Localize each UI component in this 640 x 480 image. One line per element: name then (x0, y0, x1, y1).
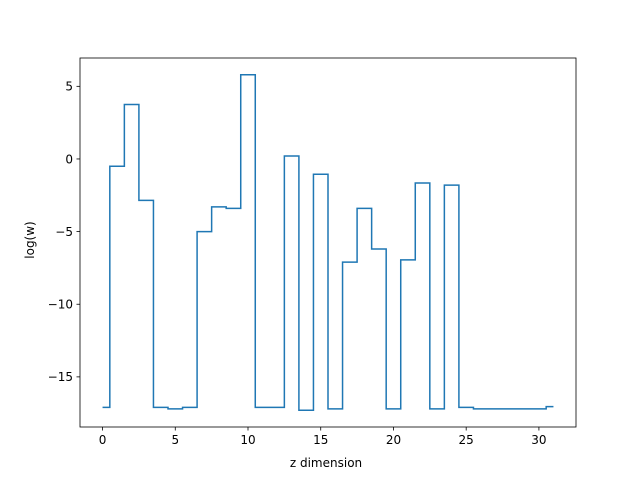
series-line-0 (102, 73, 554, 412)
x-tick-label: 15 (313, 433, 328, 447)
y-tick-label: 0 (65, 152, 73, 166)
y-tick-label: −15 (48, 370, 73, 384)
y-tick-label: 5 (65, 80, 73, 94)
x-tick-label: 5 (171, 433, 179, 447)
x-tick-label: 25 (459, 433, 474, 447)
x-tick-label: 20 (386, 433, 401, 447)
plot-area (102, 73, 554, 412)
x-axis-label: z dimension (290, 456, 362, 470)
axes: 0 5 10 15 20 25 30 −15 −10 −5 0 5 (48, 57, 577, 447)
y-tick-label: −5 (55, 225, 73, 239)
x-tick-label: 30 (531, 433, 546, 447)
x-tick-label: 0 (99, 433, 107, 447)
axes-frame (79, 57, 577, 428)
y-axis-label: log(w) (23, 221, 37, 258)
x-tick-label: 10 (240, 433, 255, 447)
y-tick-label: −10 (48, 298, 73, 312)
